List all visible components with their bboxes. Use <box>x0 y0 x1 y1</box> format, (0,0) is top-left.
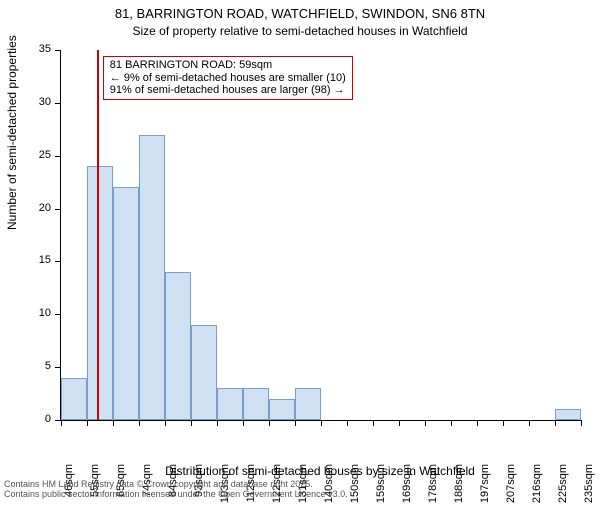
x-tick <box>347 420 348 426</box>
x-tick <box>425 420 426 426</box>
histogram-bar <box>139 135 165 420</box>
x-tick <box>399 420 400 426</box>
histogram-bar <box>269 399 295 420</box>
y-tick <box>55 156 61 157</box>
y-tick-label: 15 <box>21 254 51 266</box>
chart-subtitle: Size of property relative to semi-detach… <box>0 24 600 38</box>
x-tick <box>477 420 478 426</box>
y-tick-label: 0 <box>21 413 51 425</box>
histogram-bar <box>61 378 87 420</box>
y-tick-label: 35 <box>21 43 51 55</box>
y-axis-label: Number of semi-detached properties <box>5 35 19 230</box>
annotation-line3: 91% of semi-detached houses are larger (… <box>110 84 346 97</box>
footer-text: Contains HM Land Registry data © Crown c… <box>4 480 348 500</box>
y-tick <box>55 209 61 210</box>
y-tick <box>55 367 61 368</box>
chart-title: 81, BARRINGTON ROAD, WATCHFIELD, SWINDON… <box>0 6 600 21</box>
x-tick <box>61 420 62 426</box>
y-tick-label: 25 <box>21 149 51 161</box>
y-tick <box>55 103 61 104</box>
histogram-bar <box>217 388 243 420</box>
x-tick <box>529 420 530 426</box>
x-tick <box>139 420 140 426</box>
x-tick <box>217 420 218 426</box>
x-tick <box>373 420 374 426</box>
y-tick <box>55 261 61 262</box>
chart-container: 81, BARRINGTON ROAD, WATCHFIELD, SWINDON… <box>0 0 600 500</box>
histogram-bar <box>113 187 139 420</box>
y-tick <box>55 50 61 51</box>
y-tick-label: 20 <box>21 202 51 214</box>
histogram-bar <box>555 409 581 420</box>
plot-area: 0510152025303546sqm55sqm65sqm74sqm84sqm9… <box>60 50 581 421</box>
histogram-bar <box>87 166 113 420</box>
x-tick <box>295 420 296 426</box>
y-tick-label: 10 <box>21 307 51 319</box>
y-tick-label: 5 <box>21 360 51 372</box>
annotation-line1: 81 BARRINGTON ROAD: 59sqm <box>110 59 346 72</box>
annotation-line2: ← 9% of semi-detached houses are smaller… <box>110 72 346 85</box>
histogram-bar <box>165 272 191 420</box>
histogram-bar <box>295 388 321 420</box>
x-tick-label: 235sqm <box>583 464 595 514</box>
x-axis-label: Distribution of semi-detached houses by … <box>60 464 580 478</box>
x-tick <box>503 420 504 426</box>
x-tick <box>451 420 452 426</box>
reference-line <box>97 50 99 420</box>
annotation-box: 81 BARRINGTON ROAD: 59sqm ← 9% of semi-d… <box>103 56 353 100</box>
histogram-bar <box>191 325 217 420</box>
x-tick <box>87 420 88 426</box>
x-tick <box>269 420 270 426</box>
x-tick <box>581 420 582 426</box>
y-tick <box>55 314 61 315</box>
x-tick <box>243 420 244 426</box>
y-tick-label: 30 <box>21 96 51 108</box>
x-tick <box>191 420 192 426</box>
x-tick <box>555 420 556 426</box>
histogram-bar <box>243 388 269 420</box>
footer-line2: Contains public sector information licen… <box>4 490 348 500</box>
x-tick <box>321 420 322 426</box>
x-tick <box>113 420 114 426</box>
x-tick <box>165 420 166 426</box>
